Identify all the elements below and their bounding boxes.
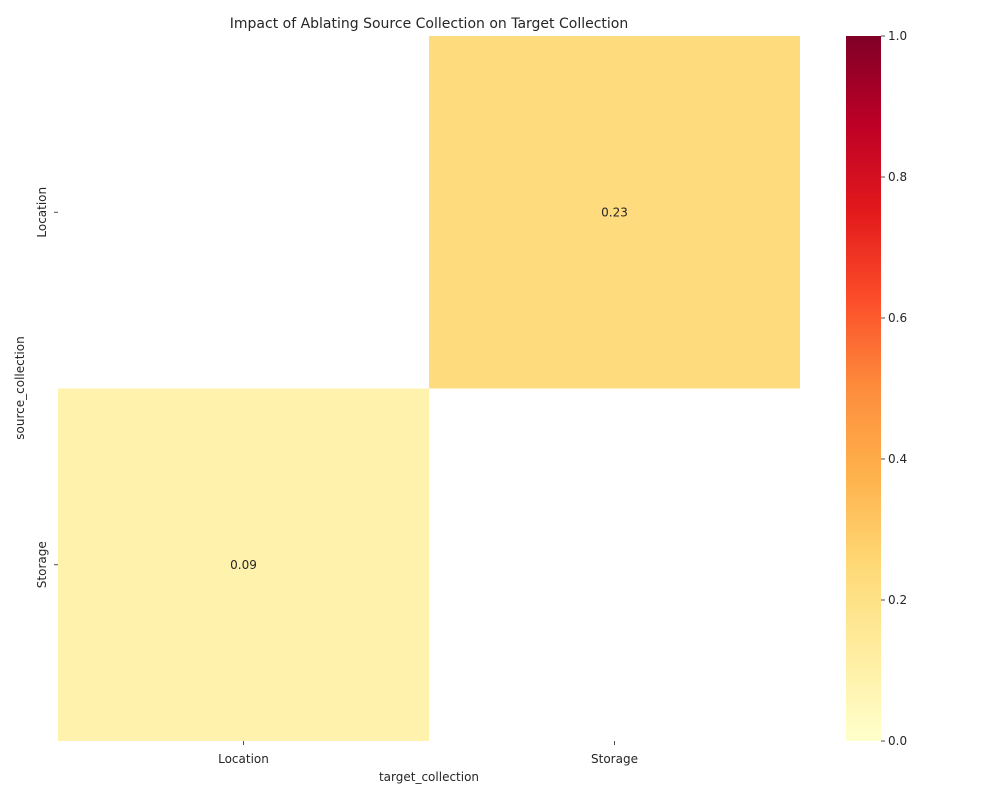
y-axis-ticks: Location Storage: [35, 187, 58, 588]
colorbar-tick-label: 0.6: [888, 311, 907, 325]
cell-label: 0.23: [601, 205, 628, 219]
heatmap-cell-labels: 0.23 0.09: [230, 205, 628, 572]
x-axis-label: target_collection: [379, 770, 479, 784]
y-axis-label: source_collection: [13, 336, 27, 439]
colorbar-ticks: 0.0 0.2 0.4 0.6 0.8 1.0: [881, 29, 907, 748]
x-axis-ticks: Location Storage: [218, 741, 638, 766]
cell-label: 0.09: [230, 558, 257, 572]
colorbar-tick-label: 0.0: [888, 734, 907, 748]
heatmap-cells: [58, 36, 800, 741]
y-tick-label: Location: [35, 187, 49, 238]
colorbar-tick-label: 0.8: [888, 170, 907, 184]
x-tick-label: Location: [218, 752, 269, 766]
y-tick-label: Storage: [35, 541, 49, 588]
colorbar-tick-label: 0.4: [888, 452, 907, 466]
colorbar-tick-label: 1.0: [888, 29, 907, 43]
colorbar: [846, 36, 881, 741]
heatmap-cell-location-storage: [429, 36, 800, 389]
colorbar-tick-label: 0.2: [888, 593, 907, 607]
chart-title: Impact of Ablating Source Collection on …: [230, 16, 628, 32]
x-tick-label: Storage: [591, 752, 638, 766]
heatmap-cell-storage-location: [58, 388, 429, 741]
